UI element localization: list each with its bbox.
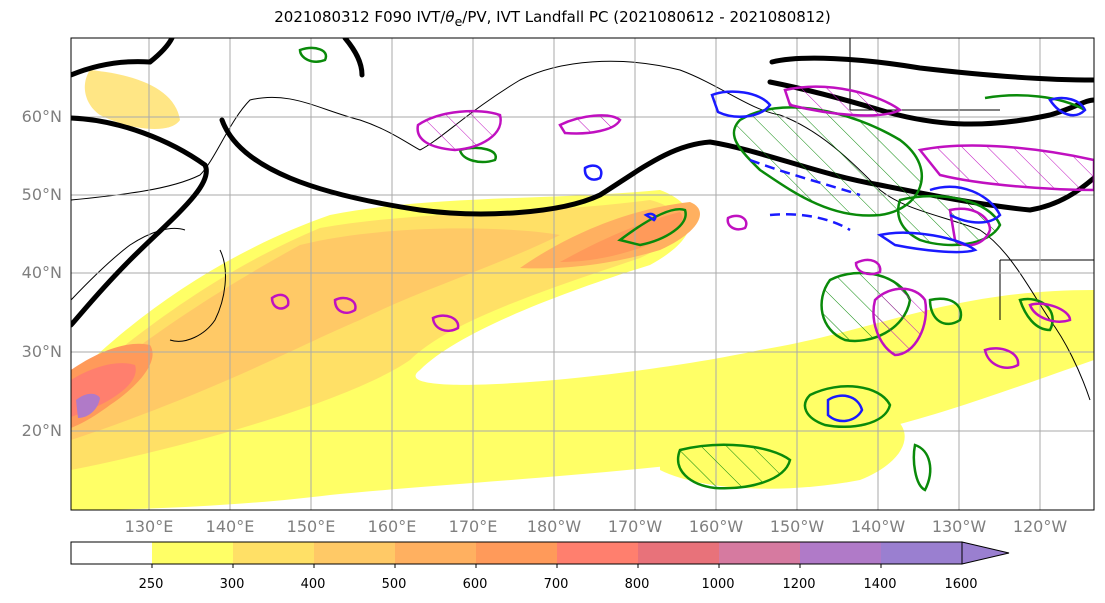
lon-label-170w: 170°W [607, 517, 663, 536]
colorbar-swatch [557, 542, 638, 564]
pv-contours [71, 38, 1094, 328]
colorbar-tick-label: 1200 [782, 577, 816, 592]
colorbar-tick-label: 600 [462, 577, 488, 592]
lon-label-140w: 140°W [850, 517, 906, 536]
lon-label-160e: 160°E [367, 517, 417, 536]
colorbar-swatch [395, 542, 476, 564]
lat-label-60n: 60°N [21, 107, 62, 126]
colorbar-tick-label: 500 [381, 577, 407, 592]
colorbar-tick-label: 1000 [701, 577, 735, 592]
lat-label-40n: 40°N [21, 263, 62, 282]
colorbar-tick-label: 800 [624, 577, 650, 592]
colorbar [70, 541, 1010, 568]
colorbar-swatch [638, 542, 719, 564]
lon-label-140e: 140°E [205, 517, 255, 536]
colorbar-swatch [800, 542, 881, 564]
graticule [71, 38, 1094, 510]
colorbar-outline [70, 541, 963, 565]
colorbar-tick-label: 1400 [863, 577, 897, 592]
negative-pc-contours [583, 90, 1087, 423]
theta-e-contours [270, 85, 1094, 369]
lon-label-130w: 130°W [931, 517, 987, 536]
colorbar-swatch [71, 542, 152, 564]
lon-label-130e: 130°E [124, 517, 174, 536]
colorbar-tick-label: 250 [138, 577, 164, 592]
lon-label-150e: 150°E [286, 517, 336, 536]
colorbar-tick-label: 1600 [944, 577, 978, 592]
map-title: 2021080312 F090 IVT/θe/PV, IVT Landfall … [274, 8, 831, 29]
lon-label-120w: 120°W [1012, 517, 1068, 536]
colorbar-swatch [881, 542, 962, 564]
lat-label-20n: 20°N [21, 421, 62, 440]
colorbar-tick-label: 700 [543, 577, 569, 592]
map-frame [70, 37, 1095, 511]
lon-label-170e: 170°E [448, 517, 498, 536]
colorbar-tick-label: 400 [300, 577, 326, 592]
lat-label-30n: 30°N [21, 342, 62, 361]
colorbar-swatch [476, 542, 557, 564]
colorbar-extend-arrow [961, 541, 1010, 565]
colorbar-swatch [719, 542, 800, 564]
colorbar-swatch [314, 542, 395, 564]
lon-label-160w: 160°W [688, 517, 744, 536]
colorbar-swatch [233, 542, 314, 564]
colorbar-tick-label: 300 [219, 577, 245, 592]
lon-label-150w: 150°W [769, 517, 825, 536]
colorbar-swatch [152, 542, 233, 564]
ivt-shading [71, 70, 1094, 510]
lon-label-180w: 180°W [526, 517, 582, 536]
lat-label-50n: 50°N [21, 185, 62, 204]
